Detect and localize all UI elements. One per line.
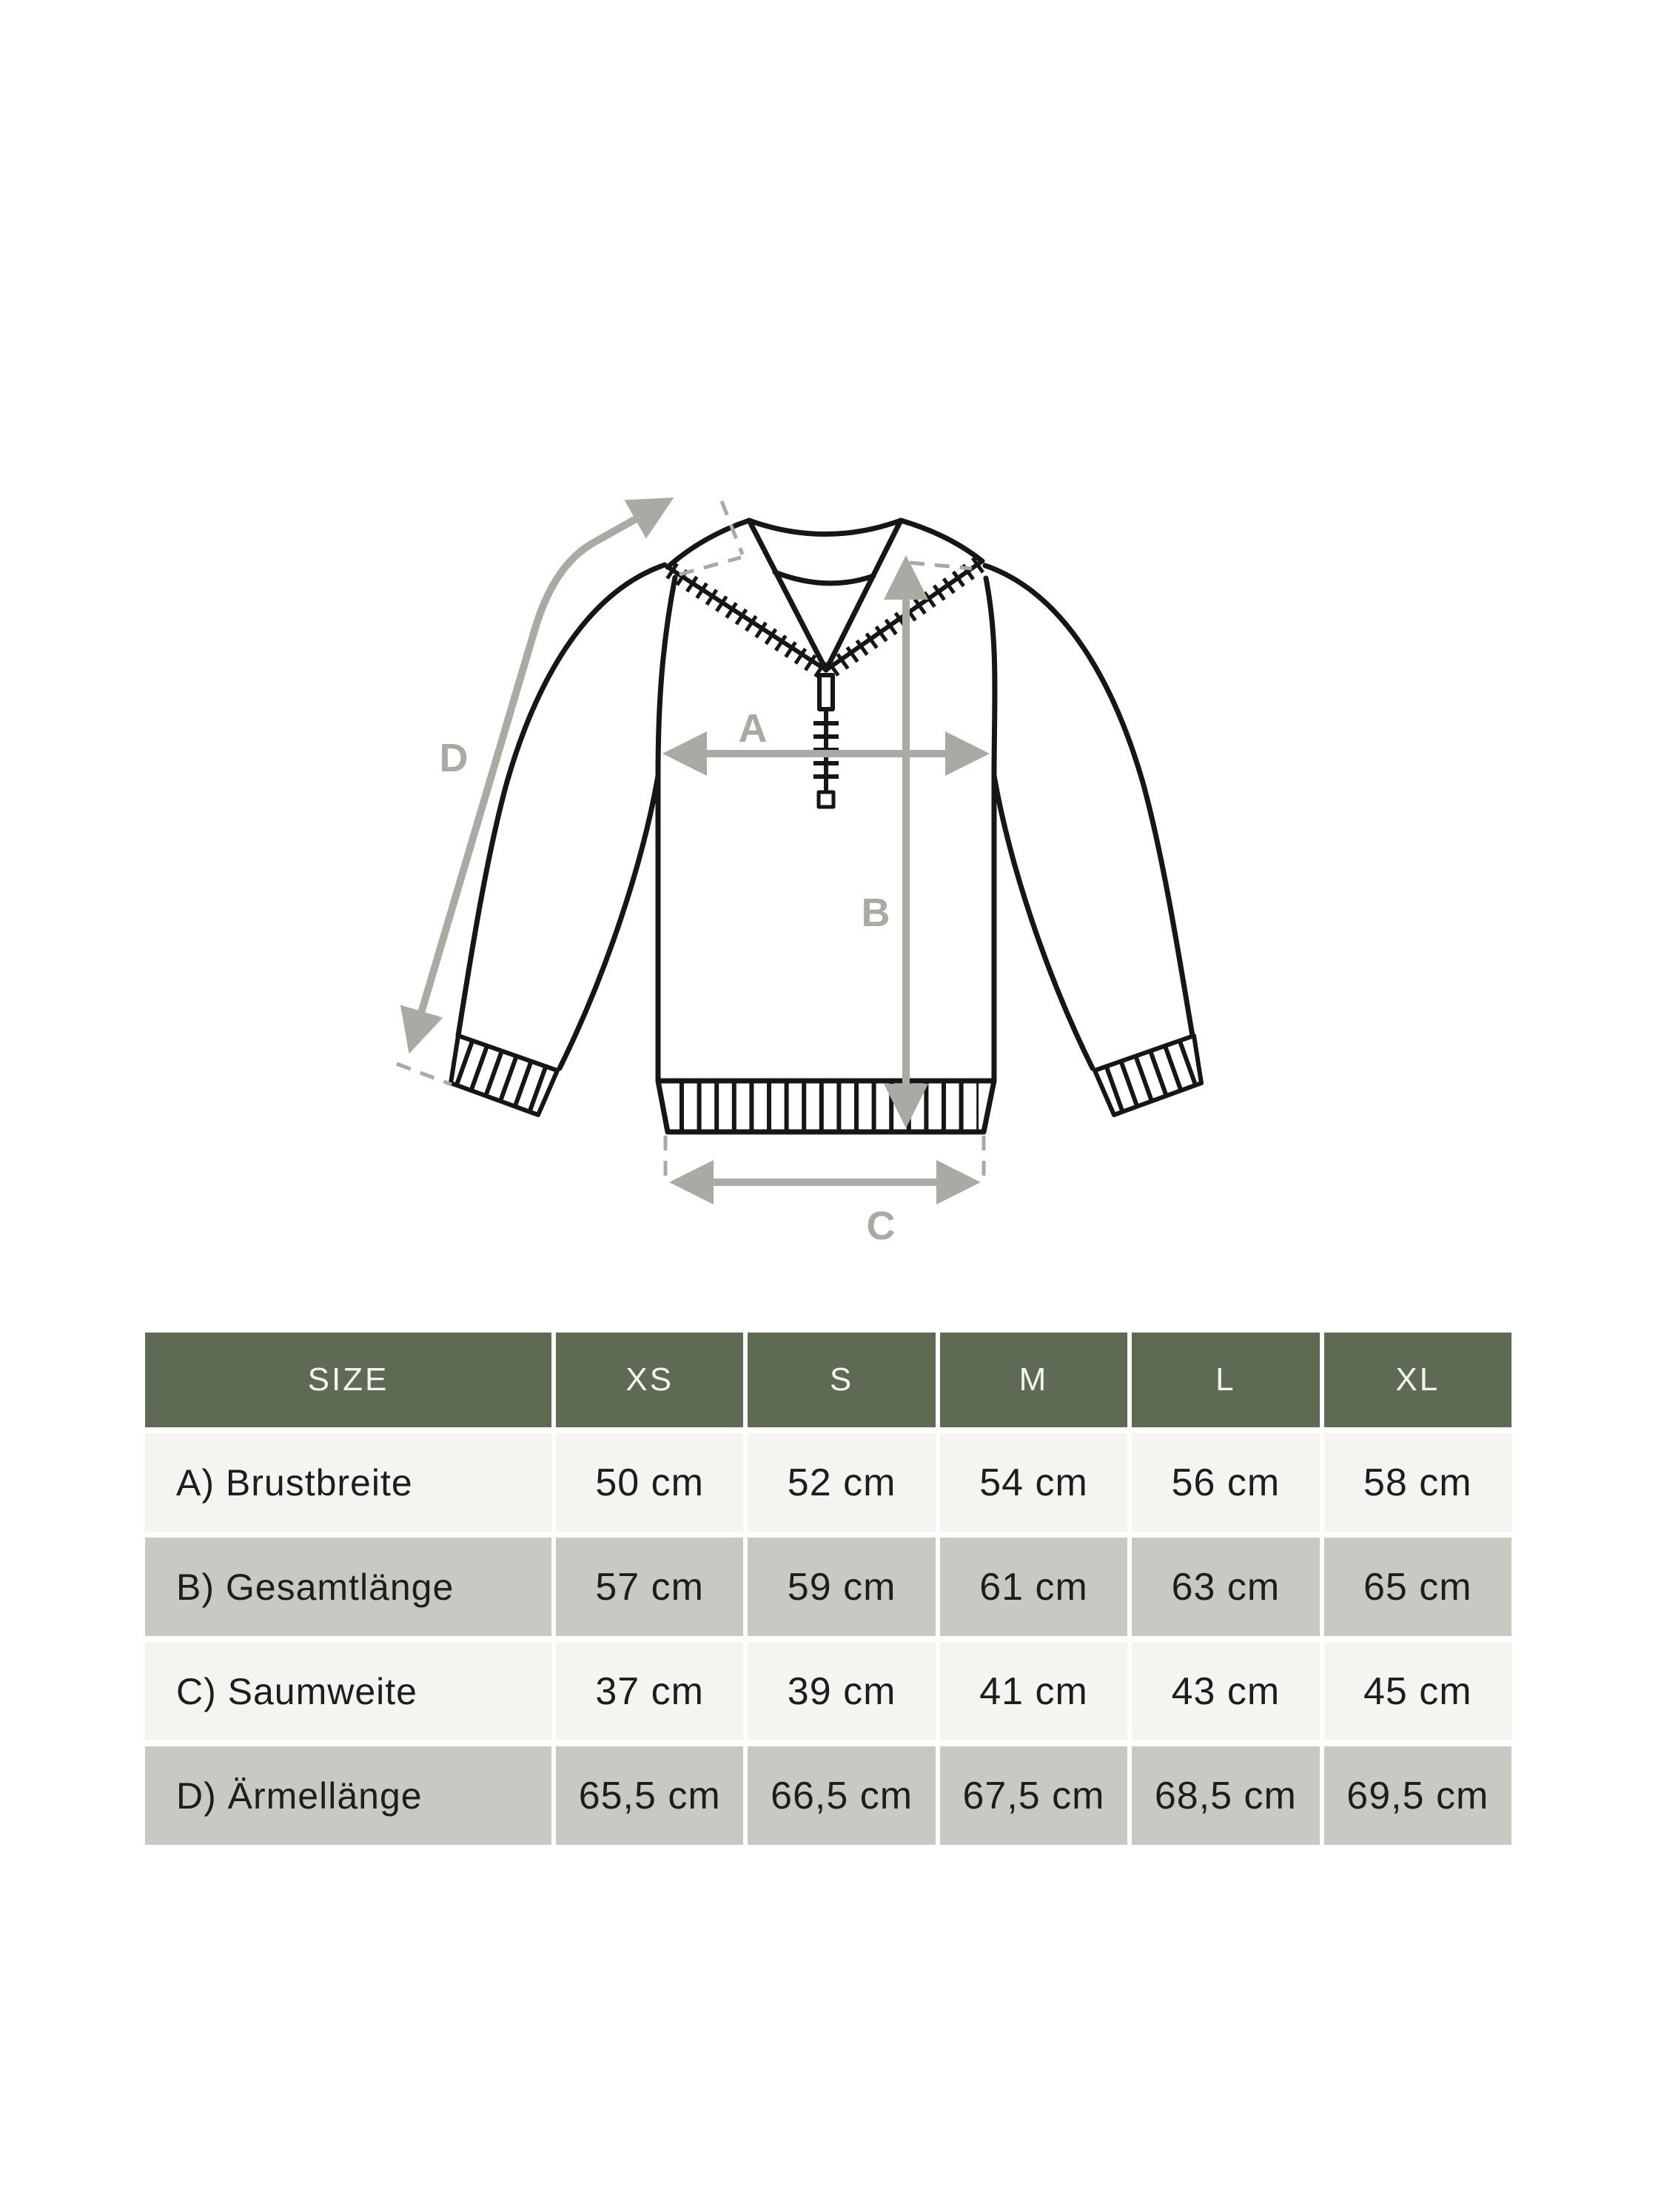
size-column-header: SIZE bbox=[145, 1333, 551, 1427]
measure-label-a: A bbox=[739, 706, 768, 751]
left-sleeve-inner-edge bbox=[557, 773, 661, 1071]
value-saumweite-xl: 45 cm bbox=[1323, 1642, 1511, 1740]
right-body-edge bbox=[983, 575, 998, 1084]
value-saumweite-m: 41 cm bbox=[939, 1642, 1128, 1740]
right-cuff bbox=[1093, 1033, 1204, 1117]
row-label-saumweite: C) Saumweite bbox=[145, 1642, 551, 1740]
column-header-xl: XL bbox=[1323, 1333, 1511, 1427]
value-brustbreite-xs: 50 cm bbox=[556, 1433, 744, 1532]
value-gesamtlaenge-s: 59 cm bbox=[748, 1538, 936, 1636]
value-brustbreite-xl: 58 cm bbox=[1323, 1433, 1511, 1532]
sweater-outline bbox=[449, 517, 1204, 1135]
back-neck-curve bbox=[746, 517, 904, 537]
value-gesamtlaenge-xl: 65 cm bbox=[1323, 1538, 1511, 1636]
sweater-measurement-diagram: A B C D bbox=[396, 497, 1204, 1248]
left-cuff-rib-lines bbox=[454, 1039, 554, 1113]
value-saumweite-s: 39 cm bbox=[748, 1642, 936, 1740]
column-header-s: S bbox=[748, 1333, 936, 1427]
value-gesamtlaenge-xs: 57 cm bbox=[556, 1538, 744, 1636]
d-shoulder-corner-1 bbox=[719, 500, 745, 555]
size-table: SIZE XS S M L XL A) Brustbreite 50 cm 52… bbox=[145, 1333, 1511, 1845]
right-sleeve-inner-edge bbox=[991, 773, 1095, 1071]
right-cuff-rib-lines bbox=[1098, 1039, 1198, 1113]
value-saumweite-l: 43 cm bbox=[1132, 1642, 1320, 1740]
d-shoulder-corner-2 bbox=[679, 555, 742, 577]
right-lapel-edge bbox=[823, 517, 904, 673]
zipper bbox=[665, 557, 984, 809]
value-brustbreite-m: 54 cm bbox=[939, 1433, 1128, 1532]
collar bbox=[665, 517, 985, 673]
d-cuff-extension bbox=[396, 1062, 452, 1087]
hem-band bbox=[655, 1078, 997, 1135]
right-zipper-teeth bbox=[822, 557, 984, 680]
left-sleeve-outer-edge bbox=[455, 562, 668, 1039]
value-brustbreite-s: 52 cm bbox=[748, 1433, 936, 1532]
b-shoulder-extension bbox=[909, 560, 973, 571]
right-sleeve-outer-edge bbox=[982, 563, 1195, 1039]
measure-label-d: D bbox=[440, 736, 469, 780]
row-label-brustbreite: A) Brustbreite bbox=[145, 1433, 551, 1532]
measure-label-c: C bbox=[867, 1204, 896, 1248]
right-collar-fold bbox=[898, 517, 985, 564]
measure-label-b: B bbox=[862, 891, 890, 935]
zipper-end-box bbox=[816, 790, 836, 809]
left-cuff bbox=[449, 1033, 560, 1117]
column-header-xs: XS bbox=[556, 1333, 744, 1427]
value-brustbreite-l: 56 cm bbox=[1132, 1433, 1320, 1532]
value-gesamtlaenge-l: 63 cm bbox=[1132, 1538, 1320, 1636]
left-zipper-teeth bbox=[665, 563, 830, 680]
left-collar-fold bbox=[665, 517, 752, 570]
column-header-m: M bbox=[939, 1333, 1128, 1427]
row-label-aermellaenge: D) Ärmellänge bbox=[145, 1746, 551, 1845]
value-aermellaenge-s: 66,5 cm bbox=[748, 1746, 936, 1845]
measure-arrow-d bbox=[400, 497, 674, 1054]
left-lapel-edge bbox=[746, 517, 829, 673]
value-saumweite-xs: 37 cm bbox=[556, 1642, 744, 1740]
column-header-l: L bbox=[1132, 1333, 1320, 1427]
left-body-edge bbox=[655, 574, 678, 1084]
value-aermellaenge-xs: 65,5 cm bbox=[556, 1746, 744, 1845]
row-label-gesamtlaenge: B) Gesamtlänge bbox=[145, 1538, 551, 1636]
value-gesamtlaenge-m: 61 cm bbox=[939, 1538, 1128, 1636]
value-aermellaenge-xl: 69,5 cm bbox=[1323, 1746, 1511, 1845]
value-aermellaenge-l: 68,5 cm bbox=[1132, 1746, 1320, 1845]
zipper-pull bbox=[817, 673, 835, 711]
value-aermellaenge-m: 67,5 cm bbox=[939, 1746, 1128, 1845]
left-zipper-tape bbox=[665, 565, 828, 672]
measurement-arrows: A B C D bbox=[396, 497, 990, 1248]
inner-neckline-curve bbox=[772, 569, 876, 586]
